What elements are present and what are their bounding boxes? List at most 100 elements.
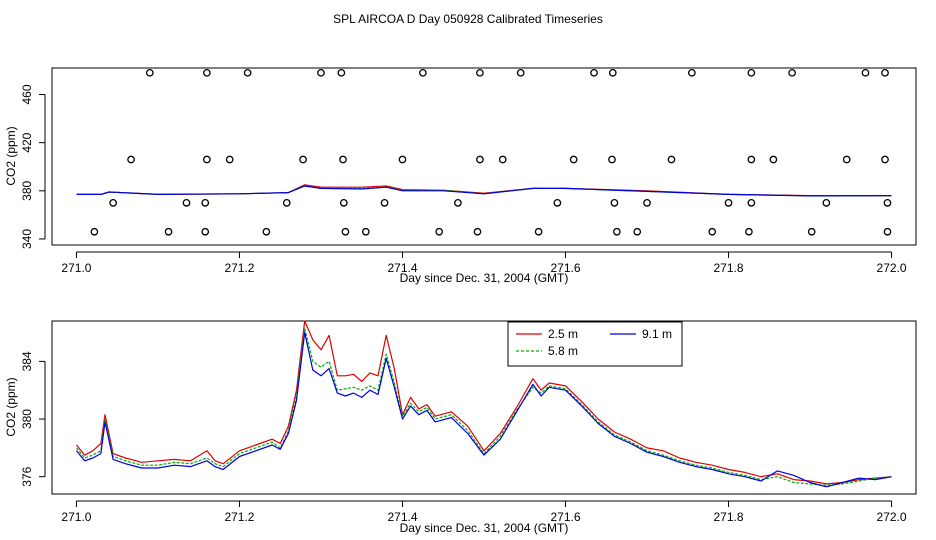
top-y-tick-label: 460: [20, 84, 34, 104]
calibration-marker-low2: [613, 227, 621, 236]
calibration-marker-low2: [473, 227, 482, 236]
calibration-marker-low2: [164, 227, 173, 236]
calibration-marker-low1: [380, 199, 389, 207]
calibration-marker-mid: [747, 155, 756, 164]
calibration-marker-low2: [341, 227, 350, 236]
bottom-series-5-8-m: [76, 327, 892, 486]
top-x-axis-label: Day since Dec. 31, 2004 (GMT): [400, 271, 569, 285]
top-y-ticks: 340 380 420 460: [20, 84, 46, 249]
calibration-marker-low2: [262, 227, 271, 236]
top-x-tick-label: 271.6: [550, 261, 580, 275]
calibration-marker-mid: [299, 155, 307, 164]
calibration-marker-low1: [109, 199, 117, 207]
calibration-marker-low1: [182, 199, 191, 207]
bottom-x-tick-label: 271.4: [387, 510, 417, 524]
top-y-tick-label: 380: [20, 180, 34, 200]
calibration-marker-low2: [90, 227, 99, 236]
calibration-marker-mid: [225, 155, 234, 164]
calibration-marker-low2: [201, 227, 210, 236]
calibration-marker-high: [788, 68, 796, 77]
bottom-x-tick-label: 271.6: [550, 510, 580, 524]
top-plot-frame: [51, 67, 917, 246]
bottom-y-tick-label: 380: [20, 409, 34, 429]
bottom-x-tick-label: 271.2: [224, 510, 254, 524]
calibration-marker-mid: [476, 155, 484, 164]
legend-label-5-8: 5.8 m: [548, 344, 578, 358]
top-y-tick-label: 340: [20, 229, 34, 249]
calibration-marker-mid: [398, 155, 407, 164]
calibration-marker-low1: [339, 199, 348, 207]
calibration-marker-low2: [807, 227, 816, 236]
calibration-marker-high: [608, 68, 617, 77]
top-series-9-1-m: [76, 185, 892, 197]
calibration-marker-high: [476, 68, 484, 77]
calibration-marker-low1: [724, 199, 733, 207]
calibration-marker-mid: [203, 155, 211, 164]
calibration-marker-mid: [339, 155, 347, 164]
top-y-axis-label: CO2 (ppm): [4, 126, 18, 185]
bottom-series-2-5-m: [76, 320, 892, 485]
calibration-marker-high: [337, 68, 346, 77]
calibration-marker-high: [243, 68, 252, 77]
bottom-y-ticks: 376 380 384: [20, 351, 46, 487]
bottom-x-tick-label: 272.0: [877, 510, 907, 524]
top-y-tick-label: 420: [20, 132, 34, 152]
calibration-marker-high: [203, 68, 211, 77]
top-panel: 271.0 271.2 271.4 271.6 271.8 272.0 340 380 420…: [4, 67, 917, 285]
calibration-marker-low2: [534, 227, 543, 236]
top-x-tick-label: 271.8: [714, 261, 744, 275]
bottom-x-ticks: 271.0 271.2 271.4 271.6 271.8 272.0: [61, 500, 907, 524]
calibration-marker-mid: [127, 155, 135, 164]
calibration-marker-low1: [883, 199, 892, 207]
legend-label-9-1: 9.1 m: [642, 327, 672, 341]
calibration-marker-mid: [608, 155, 616, 164]
calibration-marker-high: [687, 68, 696, 77]
calibration-marker-high: [861, 68, 870, 77]
legend: 2.5 m 9.1 m 5.8 m: [507, 321, 683, 367]
bottom-x-axis-label: Day since Dec. 31, 2004 (GMT): [400, 521, 569, 535]
calibration-marker-low1: [822, 199, 831, 207]
calibration-marker-low1: [643, 199, 651, 207]
figure-title: SPL AIRCOA D Day 050928 Calibrated Times…: [333, 12, 603, 26]
top-x-ticks: 271.0 271.2 271.4 271.6 271.8 272.0: [61, 251, 907, 275]
bottom-y-axis-label: CO2 (ppm): [4, 377, 18, 436]
calibration-marker-low1: [201, 199, 210, 207]
calibration-marker-low2: [745, 227, 753, 236]
top-calibration-markers: [90, 68, 892, 236]
calibration-marker-low1: [282, 199, 291, 207]
calibration-marker-low2: [708, 227, 717, 236]
bottom-panel: 271.0 271.2 271.4 271.6 271.8 272.0 376 380 384…: [4, 320, 917, 535]
calibration-marker-high: [419, 68, 427, 77]
calibration-marker-low2: [435, 227, 444, 236]
bottom-y-tick-label: 384: [20, 351, 34, 371]
bottom-series-9-1-m: [76, 331, 892, 488]
calibration-marker-mid: [569, 155, 578, 164]
calibration-marker-low1: [610, 199, 619, 207]
bottom-plot-frame: [51, 320, 917, 495]
calibration-marker-mid: [881, 155, 889, 164]
calibration-marker-low1: [747, 199, 756, 207]
calibration-marker-mid: [769, 155, 778, 164]
bottom-series-lines: [76, 320, 892, 488]
top-x-tick-label: 271.0: [61, 261, 91, 275]
calibration-marker-high: [145, 68, 154, 77]
calibration-marker-mid: [842, 155, 851, 164]
calibration-marker-low2: [633, 227, 642, 236]
top-x-tick-label: 271.4: [387, 261, 417, 275]
calibration-marker-mid: [667, 155, 676, 164]
calibration-marker-high: [881, 68, 889, 77]
calibration-marker-low2: [361, 227, 370, 236]
calibration-marker-low2: [883, 227, 892, 236]
calibration-marker-high: [747, 68, 756, 77]
bottom-x-tick-label: 271.0: [61, 510, 91, 524]
bottom-x-tick-label: 271.8: [714, 510, 744, 524]
legend-label-2-5: 2.5 m: [548, 327, 578, 341]
top-x-tick-label: 272.0: [877, 261, 907, 275]
calibration-marker-mid: [498, 155, 507, 164]
top-x-tick-label: 271.2: [224, 261, 254, 275]
legend-box: [507, 321, 683, 367]
calibration-marker-high: [317, 68, 325, 77]
calibration-marker-high: [516, 68, 525, 77]
calibration-marker-low1: [553, 199, 562, 207]
